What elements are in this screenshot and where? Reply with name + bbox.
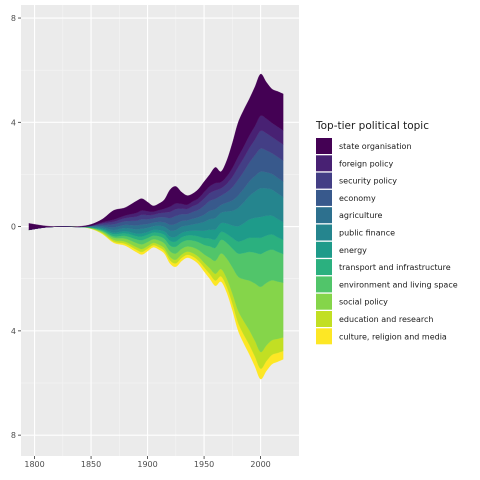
legend-label: social policy (339, 298, 388, 307)
legend-key (316, 207, 332, 224)
legend-label: transport and infrastructure (339, 263, 451, 272)
y-tick-label: 0 (11, 223, 16, 232)
y-tick-label: 4 (11, 118, 16, 127)
y-tick-label: 8 (11, 431, 16, 440)
legend-key (316, 224, 332, 241)
y-tick-label: 4 (11, 327, 16, 336)
legend-label: state organisation (339, 142, 412, 151)
x-tick-label: 1900 (137, 460, 157, 469)
legend-key (316, 328, 332, 345)
legend-key (316, 259, 332, 276)
x-tick-label: 1950 (194, 460, 214, 469)
legend-label: security policy (339, 177, 397, 186)
legend-key (316, 189, 332, 206)
x-tick-label: 1850 (81, 460, 101, 469)
legend-label: energy (339, 246, 367, 255)
legend-label: education and research (339, 315, 433, 324)
legend-label: foreign policy (339, 159, 393, 168)
legend-label: economy (339, 194, 376, 203)
legend-key (316, 311, 332, 327)
legend-label: public finance (339, 229, 395, 238)
legend-key (316, 138, 332, 154)
legend-key (316, 241, 332, 258)
y-tick-label: 8 (11, 14, 16, 23)
legend-key (316, 172, 332, 189)
x-tick-label: 2000 (250, 460, 270, 469)
legend-label: culture, religion and media (339, 332, 447, 341)
legend-label: agriculture (339, 211, 383, 220)
stream-state-organisation (28, 73, 284, 231)
legend: Top-tier political topic state organisat… (315, 120, 458, 345)
legend-key (316, 276, 332, 293)
legend-key (316, 293, 332, 310)
axes: 1800 1850 1900 1950 2000 8 4 0 4 8 (11, 14, 271, 469)
x-tick-label: 1800 (24, 460, 44, 469)
legend-title: Top-tier political topic (315, 120, 429, 132)
stream-layers (28, 73, 284, 380)
legend-label: environment and living space (339, 280, 458, 289)
legend-key (316, 155, 332, 172)
